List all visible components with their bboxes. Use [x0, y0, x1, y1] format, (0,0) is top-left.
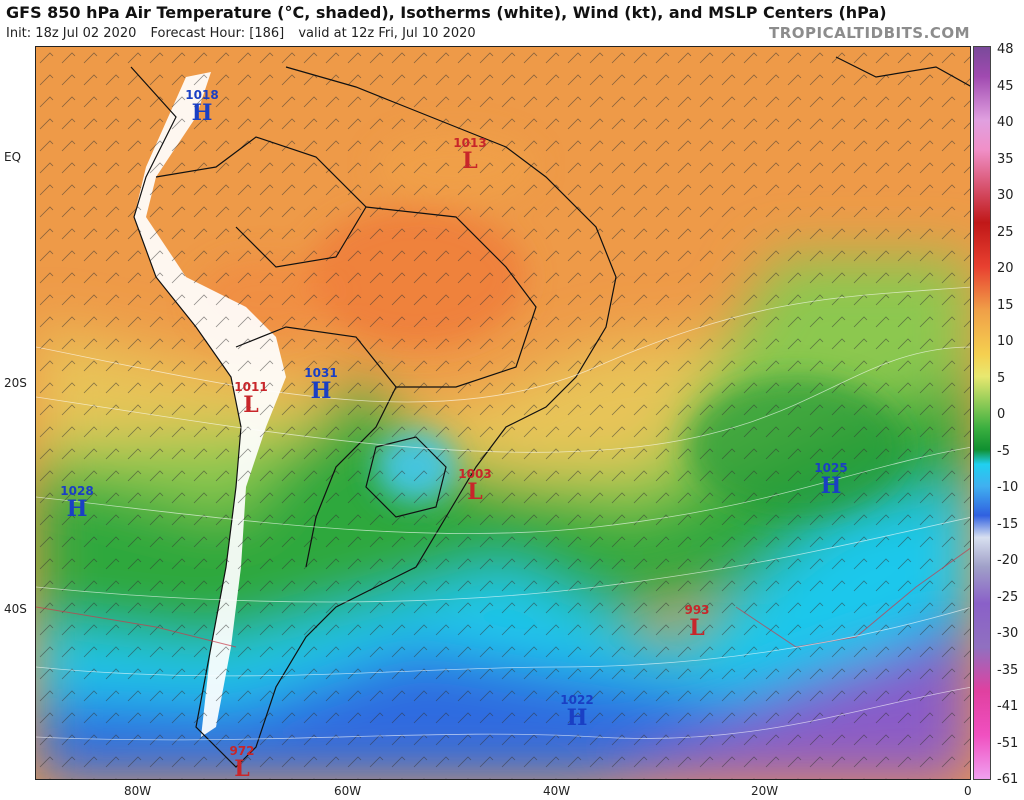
pressure-value: 972 — [229, 744, 255, 758]
pressure-symbol: H — [191, 100, 213, 126]
pressure-symbol: L — [689, 615, 705, 641]
map-subtitle: Init: 18z Jul 02 2020 Forecast Hour: [18… — [6, 26, 486, 41]
temperature-map — [36, 47, 970, 779]
pressure-symbol: H — [566, 705, 588, 731]
colorbar-tick: -20 — [997, 553, 1019, 568]
high-pressure-center: 1031 H — [291, 366, 351, 402]
colorbar-tick: -5 — [997, 443, 1010, 459]
pressure-value: 1013 — [453, 136, 487, 150]
colorbar-tick: 0 — [997, 407, 1006, 422]
site-credit: TROPICALTIDBITS.COM — [769, 24, 970, 42]
pressure-value: 1025 — [814, 461, 848, 475]
colorbar-tick: 5 — [997, 370, 1006, 386]
forecast-hour: Forecast Hour: [186] — [150, 26, 285, 41]
coastlines — [36, 56, 970, 768]
pressure-value: 1003 — [458, 467, 492, 481]
map-title: GFS 850 hPa Air Temperature (°C, shaded)… — [6, 3, 887, 22]
colorbar-tick: -10 — [997, 480, 1019, 495]
high-pressure-center: 1022 H — [547, 693, 607, 729]
colorbar-tick: -35 — [997, 662, 1019, 678]
lon-label-20w: 20W — [751, 784, 779, 798]
colorbar-tick: -61 — [997, 772, 1019, 787]
pressure-value: 993 — [684, 603, 710, 617]
lon-label-0: 0 — [964, 784, 972, 798]
colorbar-tick: 20 — [997, 261, 1014, 276]
valid-time: valid at 12z Fri, Jul 10 2020 — [298, 26, 476, 41]
isotherms — [36, 286, 970, 741]
pressure-symbol: H — [66, 496, 88, 522]
low-pressure-center: 1013 L — [440, 136, 500, 172]
colorbar-tick: -15 — [997, 516, 1019, 532]
pressure-value: 1022 — [560, 693, 594, 707]
colorbar-tick: -41 — [997, 699, 1019, 714]
low-pressure-center: 1003 L — [445, 467, 505, 503]
low-pressure-center: 1011 L — [221, 380, 281, 416]
colorbar-tick: 45 — [997, 78, 1014, 94]
pressure-symbol: H — [310, 378, 332, 404]
wind-barbs — [36, 47, 970, 779]
map-panel — [35, 46, 971, 780]
lon-label-40w: 40W — [543, 784, 571, 798]
lon-label-60w: 60W — [334, 784, 362, 798]
pressure-value: 1011 — [234, 380, 268, 394]
colorbar-tick: -25 — [997, 589, 1019, 605]
colorbar-tick: 10 — [997, 334, 1014, 349]
lat-label-40s: 40S — [4, 602, 27, 616]
colorbar-tick: 35 — [997, 151, 1014, 167]
pressure-value: 1031 — [304, 366, 338, 380]
pressure-symbol: L — [467, 479, 483, 505]
colorbar-tick: 15 — [997, 297, 1014, 313]
colorbar-tick: 30 — [997, 188, 1014, 203]
pressure-symbol: L — [234, 756, 250, 782]
high-pressure-center: 1028 H — [47, 484, 107, 520]
lat-label-20s: 20S — [4, 376, 27, 390]
colorbar-tick: 25 — [997, 224, 1014, 240]
pressure-value: 1028 — [60, 484, 94, 498]
high-pressure-center: 1018 H — [172, 88, 232, 124]
colorbar-tick: -30 — [997, 626, 1019, 641]
temperature-colorbar — [973, 46, 991, 780]
low-pressure-center: 972 L — [212, 744, 272, 780]
low-pressure-center: 993 L — [667, 603, 727, 639]
pressure-value: 1018 — [185, 88, 219, 102]
colorbar-tick: 40 — [997, 115, 1014, 130]
pressure-symbol: L — [243, 392, 259, 418]
colorbar-tick: -51 — [997, 735, 1019, 751]
pressure-symbol: L — [462, 148, 478, 174]
lat-label-eq: EQ — [4, 150, 22, 164]
lon-label-80w: 80W — [124, 784, 152, 798]
pressure-symbol: H — [820, 473, 842, 499]
colorbar-tick: 48 — [997, 42, 1014, 57]
high-pressure-center: 1025 H — [801, 461, 861, 497]
init-time: Init: 18z Jul 02 2020 — [6, 26, 137, 41]
